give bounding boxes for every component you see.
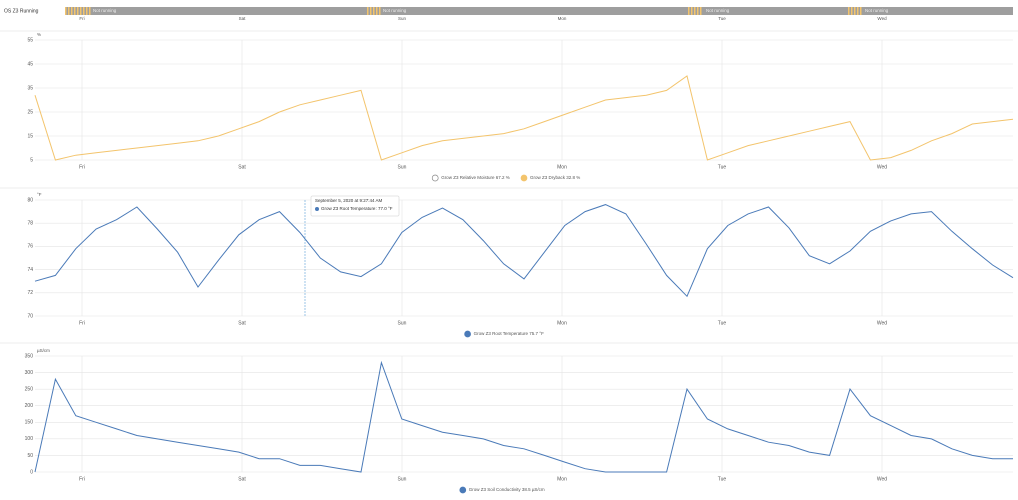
x-tick-label: Mon <box>557 476 567 482</box>
y-tick-label: 150 <box>25 420 34 426</box>
running-stripe <box>71 7 73 15</box>
running-stripe <box>851 7 853 15</box>
y-unit: % <box>37 32 41 37</box>
y-tick-label: 76 <box>27 244 33 250</box>
running-stripe <box>77 7 79 15</box>
tooltip-title: September 5, 2020 at 9:27:44 AM <box>315 198 383 203</box>
y-tick-label: 0 <box>30 469 33 475</box>
running-stripe <box>83 7 85 15</box>
running-stripe <box>857 7 859 15</box>
timeline-state: Not running <box>865 8 889 13</box>
timeline-label: OS Z3 Running <box>4 8 39 14</box>
running-stripe <box>697 7 699 15</box>
timeline-bar <box>65 7 1013 15</box>
running-stripe <box>89 7 91 15</box>
x-tick-label: Tue <box>718 320 727 326</box>
timeline-day: Sun <box>398 16 407 21</box>
y-tick-label: 250 <box>25 386 34 392</box>
legend-label: Grow Z3 Soil Conductivity 38.5 µS/cm <box>469 487 545 492</box>
x-tick-label: Sat <box>238 164 246 170</box>
running-stripe <box>691 7 693 15</box>
timeline-day: Mon <box>558 16 567 21</box>
x-tick-label: Wed <box>877 476 887 482</box>
running-stripe <box>688 7 690 15</box>
running-stripe <box>694 7 696 15</box>
legend-marker <box>431 174 439 182</box>
y-tick-label: 350 <box>25 353 34 359</box>
running-stripe <box>68 7 70 15</box>
y-tick-label: 5 <box>30 157 33 163</box>
x-tick-label: Tue <box>718 476 727 482</box>
timeline-day: Sat <box>239 16 247 21</box>
y-tick-label: 72 <box>27 290 33 296</box>
x-tick-label: Tue <box>718 164 727 170</box>
timeline-state: Not running <box>93 8 117 13</box>
y-tick-label: 78 <box>27 221 33 227</box>
running-stripe <box>373 7 375 15</box>
y-tick-label: 35 <box>27 85 33 91</box>
x-tick-label: Sun <box>398 476 407 482</box>
y-tick-label: 45 <box>27 61 33 67</box>
y-tick-label: 70 <box>27 313 33 319</box>
legend-label: Grow Z3 Root Temperature 75.7 °F <box>474 331 544 336</box>
timeline-day: Wed <box>877 16 887 21</box>
running-stripe <box>86 7 88 15</box>
x-tick-label: Sat <box>238 476 246 482</box>
running-stripe <box>370 7 372 15</box>
x-tick-label: Wed <box>877 164 887 170</box>
tooltip-dot <box>315 207 319 211</box>
y-tick-label: 50 <box>27 453 33 459</box>
y-tick-label: 25 <box>27 109 33 115</box>
running-stripe <box>700 7 702 15</box>
x-tick-label: Fri <box>79 320 85 326</box>
running-stripe <box>376 7 378 15</box>
x-tick-label: Fri <box>79 164 85 170</box>
running-stripe <box>848 7 850 15</box>
running-stripe <box>65 7 67 15</box>
legend-marker <box>464 330 471 338</box>
running-stripe <box>74 7 76 15</box>
y-unit: °F <box>37 192 42 197</box>
x-tick-label: Fri <box>79 476 85 482</box>
timeline-state: Not running <box>706 8 730 13</box>
legend-label: Grow Z3 Dryback 32.8 % <box>530 175 580 180</box>
y-tick-label: 15 <box>27 133 33 139</box>
running-stripe <box>379 7 381 15</box>
y-unit: µS/cm <box>37 348 50 353</box>
legend-label: Grow Z3 Relative Moisture 67.2 % <box>441 175 510 180</box>
y-tick-label: 55 <box>27 37 33 43</box>
x-tick-label: Sun <box>398 164 407 170</box>
series-line <box>34 204 1014 298</box>
timeline-state: Not running <box>383 8 407 13</box>
x-tick-label: Mon <box>557 320 567 326</box>
legend-marker <box>459 486 467 494</box>
series-line <box>34 75 1014 161</box>
y-tick-label: 74 <box>27 267 33 273</box>
running-stripe <box>860 7 862 15</box>
x-tick-label: Mon <box>557 164 567 170</box>
running-stripe <box>854 7 856 15</box>
timeline-day: Tue <box>718 16 726 21</box>
legend-marker <box>520 174 528 182</box>
running-stripe <box>80 7 82 15</box>
y-tick-label: 200 <box>25 403 34 409</box>
y-tick-label: 300 <box>25 370 34 376</box>
y-tick-label: 100 <box>25 436 34 442</box>
x-tick-label: Wed <box>877 320 887 326</box>
y-tick-label: 80 <box>27 197 33 203</box>
series-line <box>34 360 1013 473</box>
tooltip-box <box>310 195 400 217</box>
running-stripe <box>367 7 369 15</box>
x-tick-label: Sun <box>398 320 407 326</box>
x-tick-label: Sat <box>238 320 246 326</box>
tooltip-text: Grow Z3 Root Temperature: 77.0 °F <box>321 206 393 211</box>
timeline-day: Fri <box>79 16 84 21</box>
